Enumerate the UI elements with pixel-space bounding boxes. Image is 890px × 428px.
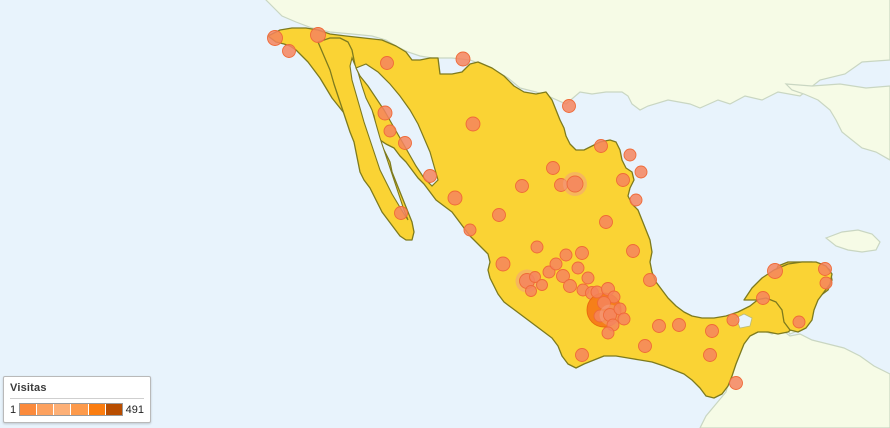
mexico-layer[interactable] [267,27,833,399]
visit-marker[interactable] [616,173,630,187]
visit-marker[interactable] [623,148,637,162]
legend-min-label: 1 [10,403,17,416]
visit-marker[interactable] [377,105,393,121]
visit-marker[interactable] [756,291,770,305]
visit-marker[interactable] [638,339,652,353]
visit-marker[interactable] [559,248,573,262]
visit-marker[interactable] [652,319,666,333]
legend-title: Visitas [10,382,144,399]
visit-marker[interactable] [643,273,657,287]
visit-marker[interactable] [575,246,589,260]
visit-marker[interactable] [705,324,719,338]
visit-marker[interactable] [594,139,608,153]
visit-marker[interactable] [546,161,560,175]
legend-swatch-2 [54,404,72,415]
visit-marker[interactable] [571,261,585,275]
visit-marker[interactable] [267,30,283,46]
visit-marker[interactable] [465,116,481,132]
visit-marker[interactable] [282,44,296,58]
visit-marker[interactable] [495,256,511,272]
visit-marker[interactable] [575,348,589,362]
visit-marker[interactable] [563,279,577,293]
usa-southeast-coast [784,83,890,161]
legend-max-label: 491 [125,403,144,416]
visit-marker[interactable] [617,312,631,326]
visit-marker[interactable] [525,285,537,297]
legend-swatch-4 [88,404,106,415]
visit-marker[interactable] [515,179,529,193]
visit-marker[interactable] [729,376,743,390]
visit-marker[interactable] [601,326,615,340]
visit-marker[interactable] [726,313,740,327]
visit-marker[interactable] [380,56,394,70]
visit-marker[interactable] [581,271,595,285]
visit-marker[interactable] [423,169,437,183]
visit-marker[interactable] [310,27,326,43]
legend-panel[interactable]: Visitas 1 491 [3,376,151,423]
visit-marker[interactable] [672,318,686,332]
visit-marker[interactable] [383,124,397,138]
visit-marker[interactable] [566,175,584,193]
visit-marker[interactable] [455,51,471,67]
visit-marker[interactable] [599,215,613,229]
visit-markers-layer[interactable] [267,27,833,390]
visit-marker[interactable] [703,348,717,362]
visit-marker[interactable] [629,193,643,207]
visit-marker[interactable] [792,315,806,329]
visit-marker[interactable] [394,206,408,220]
usa-landmass [265,0,890,111]
visit-marker[interactable] [562,99,576,113]
visit-marker[interactable] [767,263,783,279]
visit-marker[interactable] [447,190,463,206]
legend-color-ramp [19,403,123,416]
visit-marker[interactable] [818,262,832,276]
legend-scale: 1 491 [10,403,144,416]
visit-marker[interactable] [556,269,570,283]
visit-marker[interactable] [536,279,548,291]
laguna-terminos [735,313,753,329]
legend-swatch-1 [37,404,55,415]
visit-marker[interactable] [398,136,412,150]
visit-marker[interactable] [819,276,833,290]
visit-marker[interactable] [626,244,640,258]
visit-marker[interactable] [530,240,544,254]
visit-marker[interactable] [607,290,621,304]
visit-marker[interactable] [492,208,506,222]
gulf-of-california [355,63,439,187]
yucatan-peninsula[interactable] [743,261,833,333]
visit-marker[interactable] [634,165,648,179]
visit-marker[interactable] [463,223,477,237]
legend-swatch-0 [20,404,38,415]
legend-swatch-5 [105,404,122,415]
legend-swatch-3 [71,404,89,415]
visit-marker[interactable] [529,271,541,283]
cuba-island [824,229,881,253]
visit-marker[interactable] [549,257,563,271]
